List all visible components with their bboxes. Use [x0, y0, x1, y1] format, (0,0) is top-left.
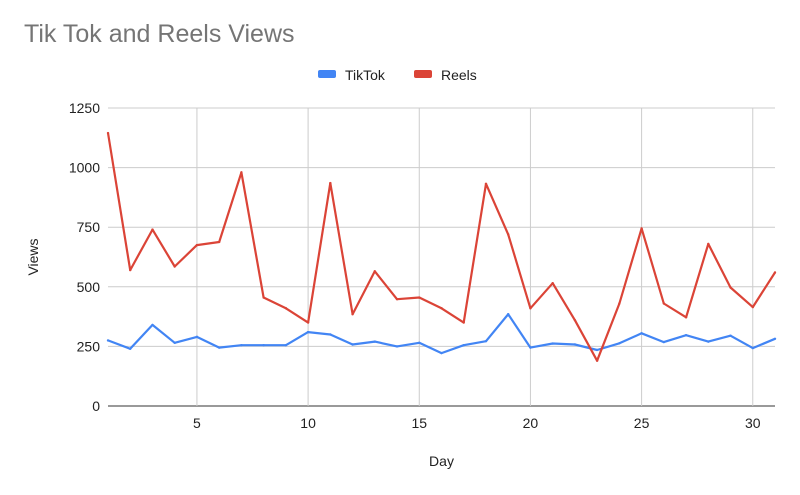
chart-title: Tik Tok and Reels Views: [24, 20, 295, 48]
data-point-tiktok: [640, 332, 643, 335]
data-point-reels: [217, 240, 221, 244]
y-axis-title: Views: [25, 238, 41, 275]
data-point-tiktok: [684, 333, 688, 337]
data-point-tiktok: [551, 342, 554, 345]
data-point-tiktok: [484, 339, 488, 343]
data-point-reels: [151, 228, 154, 231]
data-point-tiktok: [284, 344, 288, 347]
y-tick-label: 0: [92, 398, 100, 414]
data-point-reels: [173, 265, 176, 268]
data-point-reels: [262, 296, 265, 299]
data-point-reels: [662, 302, 666, 305]
data-point-tiktok: [240, 344, 243, 347]
data-point-tiktok: [618, 342, 621, 345]
data-point-tiktok: [195, 335, 199, 339]
data-point-reels: [329, 181, 332, 185]
data-point-reels: [684, 316, 688, 319]
data-point-reels: [106, 131, 110, 135]
data-point-reels: [395, 297, 399, 301]
data-point-reels: [573, 318, 577, 322]
x-tick-label: 5: [193, 415, 201, 431]
data-point-reels: [529, 307, 532, 310]
data-point-tiktok: [662, 340, 666, 344]
x-tick-label: 20: [523, 415, 539, 431]
data-point-tiktok: [729, 334, 732, 337]
data-point-reels: [729, 286, 732, 289]
x-axis-title: Day: [429, 453, 454, 469]
data-point-reels: [195, 243, 199, 247]
data-point-reels: [551, 282, 554, 285]
x-tick-label: 15: [411, 415, 427, 431]
data-point-reels: [306, 321, 310, 324]
data-point-tiktok: [507, 313, 510, 316]
data-point-tiktok: [306, 330, 310, 334]
y-tick-label: 250: [77, 338, 101, 354]
data-point-tiktok: [707, 340, 710, 343]
y-tick-label: 1000: [69, 160, 100, 176]
legend-label-tiktok: TikTok: [345, 67, 386, 83]
legend-swatch-tiktok: [318, 70, 336, 78]
data-point-tiktok: [329, 333, 332, 336]
y-tick-label: 1250: [69, 100, 100, 116]
x-tick-label: 30: [745, 415, 761, 431]
data-point-reels: [284, 307, 288, 310]
series-line-tiktok: [107, 313, 776, 355]
x-tick-label: 10: [300, 415, 316, 431]
data-point-reels: [351, 313, 354, 316]
data-point-tiktok: [573, 343, 577, 346]
data-point-tiktok: [351, 343, 354, 346]
data-point-reels: [462, 321, 465, 324]
data-point-reels: [240, 171, 243, 174]
data-point-reels: [129, 268, 132, 272]
data-point-reels: [484, 182, 488, 186]
data-point-tiktok: [751, 346, 754, 350]
data-point-tiktok: [173, 341, 176, 345]
data-point-reels: [507, 233, 510, 236]
data-point-reels: [373, 270, 376, 273]
data-point-tiktok: [418, 341, 421, 345]
data-point-reels: [751, 305, 754, 309]
data-point-reels: [773, 271, 777, 274]
data-point-tiktok: [440, 351, 443, 355]
data-point-tiktok: [529, 346, 532, 349]
data-point-reels: [618, 302, 621, 305]
legend-swatch-reels: [414, 70, 432, 78]
data-point-reels: [595, 359, 599, 362]
data-point-reels: [418, 296, 421, 299]
data-point-tiktok: [262, 344, 265, 347]
data-point-tiktok: [151, 323, 154, 327]
data-point-tiktok: [773, 337, 777, 340]
data-point-tiktok: [373, 340, 376, 343]
legend-label-reels: Reels: [441, 67, 477, 83]
y-tick-label: 500: [77, 279, 101, 295]
data-point-tiktok: [217, 346, 221, 349]
data-point-tiktok: [462, 344, 465, 347]
data-point-reels: [640, 227, 643, 230]
data-point-tiktok: [106, 339, 110, 342]
data-point-tiktok: [129, 347, 132, 350]
data-point-tiktok: [395, 345, 399, 348]
x-tick-label: 25: [634, 415, 650, 431]
data-point-tiktok: [595, 348, 599, 352]
data-point-reels: [440, 307, 443, 310]
y-tick-label: 750: [77, 219, 101, 235]
data-point-reels: [707, 242, 710, 246]
